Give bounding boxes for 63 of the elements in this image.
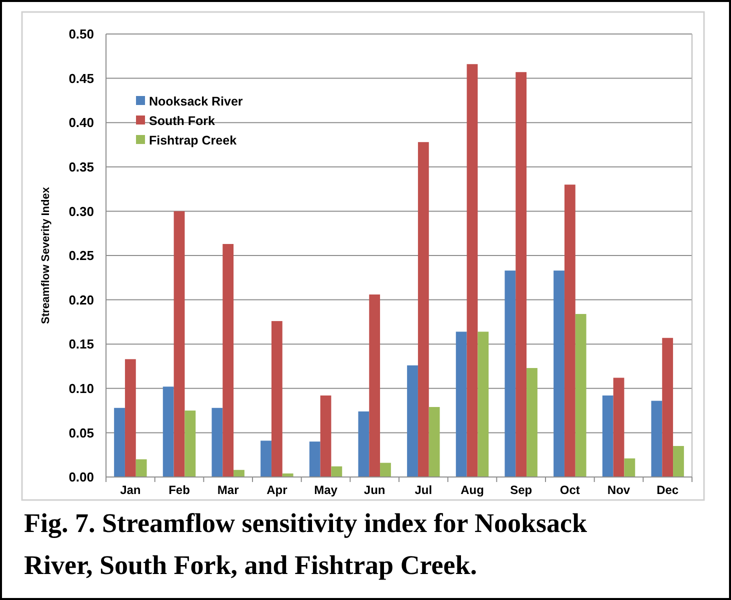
x-tick-label: Nov — [607, 483, 630, 497]
bar — [309, 442, 320, 477]
y-tick-label: 0.30 — [68, 204, 94, 219]
bar — [478, 332, 489, 477]
y-axis-title: Streamflow Severity Index — [40, 186, 52, 324]
legend-label: South Fork — [149, 114, 216, 128]
bar — [271, 321, 282, 477]
text: Fig. 7. Streamflow sensitivity index for Nooksack River, South Fork, and Fishtrap Creek. — [24, 508, 587, 580]
bar — [564, 184, 576, 477]
bar — [114, 408, 125, 477]
bar — [466, 64, 478, 477]
bar — [504, 270, 516, 477]
bar — [358, 411, 370, 477]
x-tick-label: Jul — [414, 483, 432, 497]
x-tick-label: Aug — [460, 483, 484, 497]
y-tick-label: 0.20 — [68, 292, 94, 308]
bar — [184, 410, 196, 477]
y-tick-label: 0.15 — [68, 336, 94, 352]
bar — [380, 462, 391, 477]
bar — [136, 459, 147, 477]
x-tick-label: Mar — [217, 483, 240, 497]
bar — [260, 440, 272, 477]
bar — [234, 470, 244, 477]
bar — [602, 395, 614, 477]
y-tick-label: 0.00 — [68, 470, 94, 485]
bar — [554, 270, 564, 477]
y-tick-label: 0.35 — [68, 159, 94, 174]
legend-label: Nooksack River — [149, 94, 243, 108]
bar — [613, 378, 624, 477]
x-tick-label: Apr — [266, 483, 288, 497]
bar — [624, 458, 636, 477]
bar — [369, 294, 380, 477]
bar — [418, 142, 429, 477]
x-tick-label: Sep — [510, 483, 532, 497]
bar — [673, 446, 684, 477]
y-tick-label: 0.50 — [68, 26, 94, 42]
bar — [162, 386, 174, 477]
bar — [526, 368, 538, 477]
x-tick-label: May — [314, 483, 338, 497]
y-tick-label: 0.05 — [68, 425, 94, 440]
y-tick-label: 0.10 — [68, 380, 94, 396]
x-tick-label: Dec — [656, 483, 679, 497]
bar — [222, 244, 234, 477]
y-tick-label: 0.25 — [68, 248, 94, 264]
y-tick-label: 0.40 — [68, 115, 94, 130]
bar — [428, 407, 440, 477]
bar — [516, 72, 527, 477]
x-tick-label: Oct — [560, 483, 580, 497]
bar — [456, 332, 467, 477]
y-tick-label: 0.45 — [68, 70, 94, 86]
bar — [575, 314, 586, 477]
x-tick-label: Feb — [168, 483, 190, 497]
bar — [124, 359, 136, 477]
bar — [651, 400, 662, 477]
bar — [174, 211, 185, 477]
x-tick-label: Jun — [364, 483, 386, 497]
x-tick-label: Jan — [120, 483, 141, 497]
bar — [320, 395, 332, 477]
legend-label: Fishtrap Creek — [149, 133, 237, 148]
bar — [662, 338, 674, 477]
bar — [212, 408, 223, 477]
bar — [407, 365, 418, 477]
bar — [331, 466, 342, 477]
